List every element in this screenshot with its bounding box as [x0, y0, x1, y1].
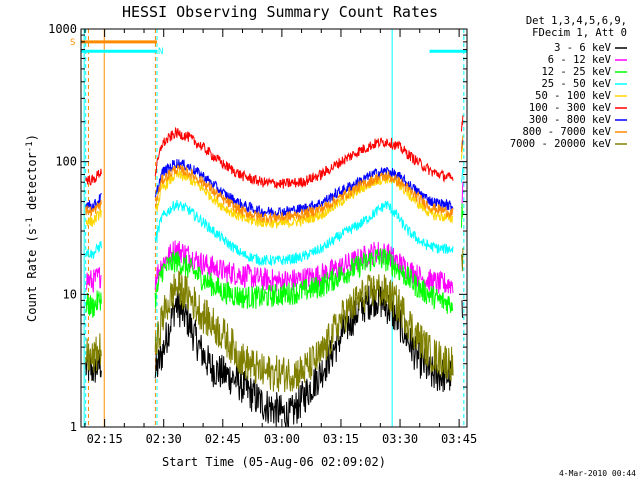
y-tick-label-0: 1: [70, 420, 77, 434]
x-tick-label-6: 03:45: [441, 432, 477, 446]
legend-entry-0: 3 - 6 keV: [554, 42, 612, 54]
y-tick-label-3: 1000: [48, 22, 77, 36]
y-label-sup-2: -1: [25, 141, 35, 152]
legend-header-0: Det 1,3,4,5,6,9,: [526, 15, 627, 27]
state-flags: SN: [70, 38, 467, 57]
x-tick-label-1: 02:30: [146, 432, 182, 446]
series-line-7-seg-2: [461, 135, 464, 152]
instrument-markers: [83, 29, 465, 427]
series-line-0-seg-2: [461, 299, 464, 319]
series-line-5-seg-1: [154, 127, 454, 189]
axis-ticks: 02:15 02:30 02:45 03:00 03:15 03:30 03:45 1 10 10…: [48, 22, 477, 446]
legend: Det 1,3,4,5,6,9,FDecim 1, Att 0 3 - 6 keV…: [510, 15, 627, 150]
x-tick-label-3: 03:00: [264, 432, 300, 446]
series-line-2-seg-2: [461, 203, 464, 228]
y-tick-label-1: 10: [63, 287, 77, 301]
flag-label-0: S: [70, 38, 75, 48]
legend-entry-2: 12 - 25 keV: [541, 66, 611, 78]
series-line-7-seg-0: [85, 199, 102, 218]
series-line-3-seg-0: [85, 241, 102, 259]
y-tick-label-2: 100: [55, 155, 77, 169]
legend-header-1: FDecim 1, Att 0: [532, 27, 627, 39]
legend-entry-4: 50 - 100 keV: [535, 90, 612, 102]
chart-title: HESSI Observing Summary Count Rates: [122, 3, 438, 21]
series-lines: [85, 115, 464, 428]
series-line-3-seg-1: [154, 199, 454, 267]
series-line-7-seg-1: [154, 164, 454, 223]
legend-entry-3: 25 - 50 keV: [541, 78, 611, 90]
y-label-mid: detector: [25, 152, 39, 217]
legend-entry-1: 6 - 12 keV: [548, 54, 612, 66]
flag-label-1: N: [158, 47, 163, 57]
y-label-main: Count Rate (s: [25, 228, 39, 322]
series-line-4-seg-0: [85, 208, 102, 228]
x-tick-label-4: 03:15: [323, 432, 359, 446]
x-tick-label-2: 02:45: [205, 432, 241, 446]
series-line-2-seg-0: [85, 290, 102, 318]
series-line-8-seg-0: [85, 333, 102, 373]
series-line-0-seg-1: [154, 281, 454, 428]
legend-entry-6: 300 - 800 keV: [529, 114, 612, 126]
footer-date: 4-Mar-2010 00:44: [559, 469, 636, 478]
x-tick-label-5: 03:30: [382, 432, 418, 446]
legend-entry-8: 7000 - 20000 keV: [510, 138, 612, 150]
series-line-3-seg-2: [461, 166, 464, 183]
series-line-5-seg-2: [461, 115, 464, 132]
series-line-2-seg-1: [154, 247, 454, 314]
series-line-8-seg-1: [154, 270, 454, 393]
series-line-4-seg-2: [461, 140, 464, 160]
x-tick-label-0: 02:15: [87, 432, 123, 446]
legend-entry-5: 100 - 300 keV: [529, 102, 612, 114]
x-axis-label: Start Time (05-Aug-06 02:09:02): [162, 455, 386, 469]
y-label-sup-1: -1: [25, 217, 35, 228]
series-line-5-seg-0: [85, 168, 102, 186]
plot-frame: [80, 28, 468, 428]
y-axis-label: Count Rate (s-1 detector-1): [25, 134, 39, 322]
series-line-6-seg-1: [154, 159, 454, 218]
y-label-end: ): [25, 134, 39, 141]
series-line-1-seg-0: [85, 267, 102, 293]
series-line-8-seg-2: [461, 247, 464, 272]
legend-entry-7: 800 - 7000 keV: [522, 126, 611, 138]
